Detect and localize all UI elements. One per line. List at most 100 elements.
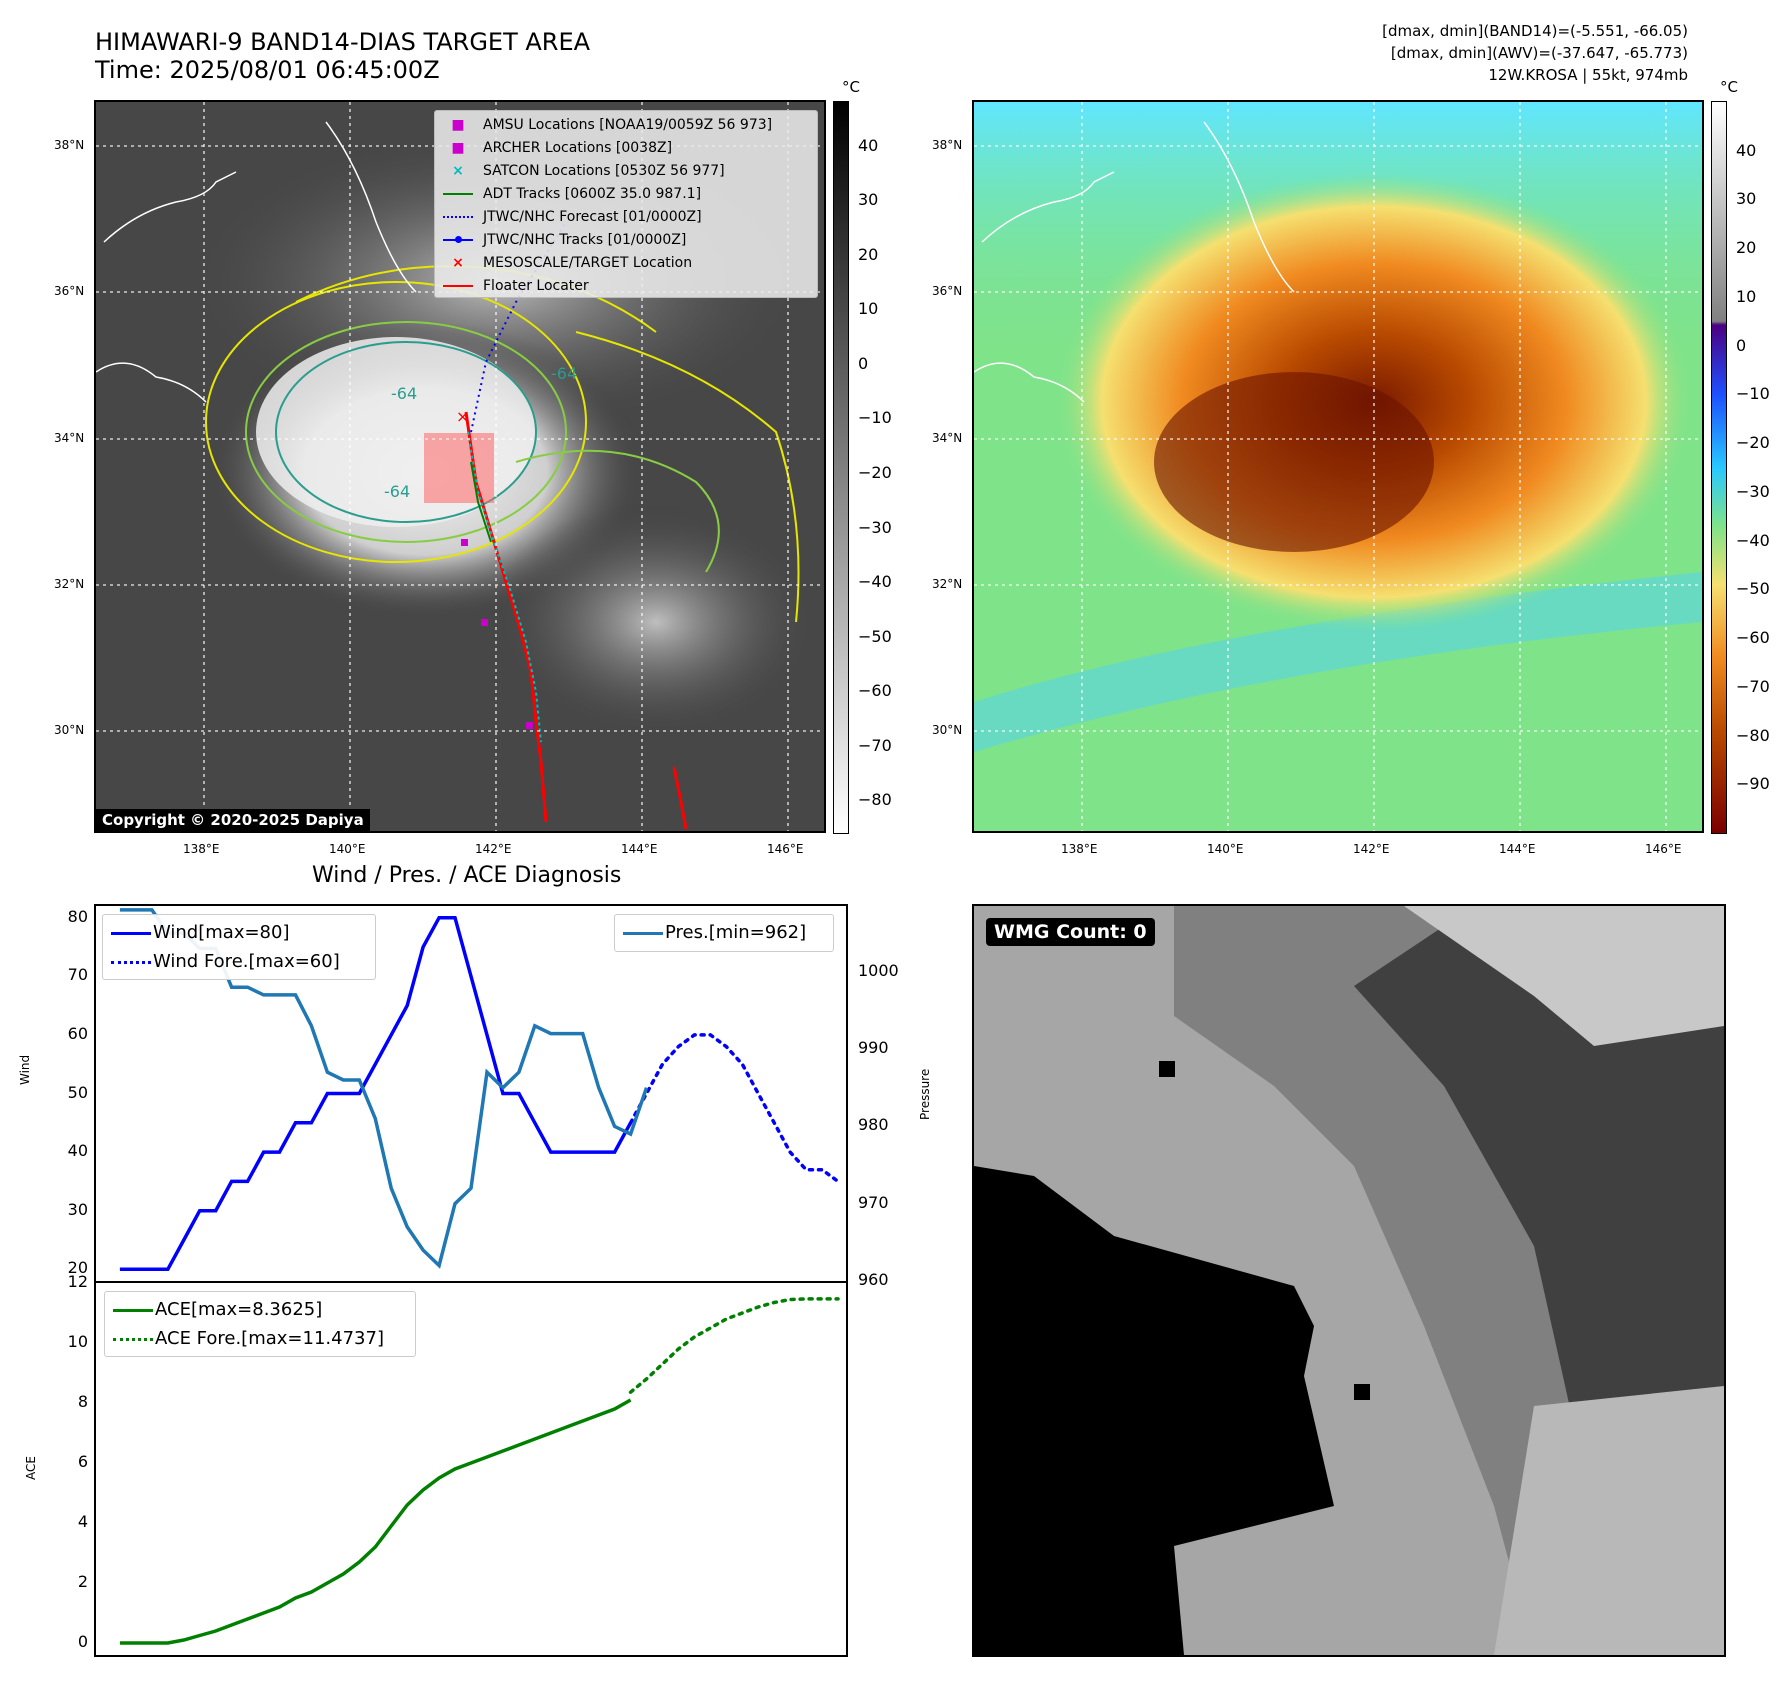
line-dot-icon (441, 232, 475, 248)
ace-tick-label: 6 (77, 1452, 88, 1471)
pressure-axis-label: Pressure (918, 1068, 932, 1120)
legend-item-satcon: × SATCON Locations [0530Z 56 977] (441, 159, 811, 182)
wind-tick-label: 70 (67, 965, 88, 985)
ir-map-panel: × -64 -64 -64 ■ AMSU Locations [NOAA19/00… (94, 100, 826, 833)
legend-item-ace-fore: ACE Fore.[max=11.4737] (113, 1324, 407, 1353)
legend-item-target: × MESOSCALE/TARGET Location (441, 251, 811, 274)
colorbar-tick-label: 20 (858, 244, 879, 264)
lat-label: 38°N (932, 138, 963, 152)
ace-legend: ACE[max=8.3625] ACE Fore.[max=11.4737] (104, 1291, 416, 1357)
solid-line-icon (113, 1299, 153, 1320)
ir-colorbar (833, 101, 849, 834)
lat-label: 34°N (932, 431, 963, 445)
legend-item-amsu: ■ AMSU Locations [NOAA19/0059Z 56 973] (441, 113, 811, 136)
wind-pressure-axes: Wind[max=80] Wind Fore.[max=60] Pres.[mi… (94, 904, 848, 1283)
wmg-image (974, 906, 1724, 1655)
lat-label: 36°N (932, 284, 963, 298)
pressure-tick-label: 980 (858, 1115, 889, 1135)
ace-tick-label: 12 (67, 1272, 88, 1291)
wind-tick-label: 80 (67, 906, 88, 926)
colorbar-unit: °C (842, 78, 860, 96)
pressure-tick-label: 960 (858, 1270, 889, 1289)
lon-label: 146°E (767, 842, 804, 856)
contour-label: -64 (391, 384, 418, 403)
wind-tick-label: 40 (67, 1141, 88, 1161)
wmg-count-label: WMG Count: 0 (986, 918, 1155, 946)
solid-line-icon (441, 278, 475, 294)
colorbar-tick-label: −30 (1736, 481, 1770, 501)
series-line-ace (119, 1398, 632, 1645)
contour-label: -64 (384, 482, 411, 501)
wind-tick-label: 30 (67, 1199, 88, 1219)
pressure-tick-label: 970 (858, 1192, 889, 1212)
wind-tick-label: 60 (67, 1023, 88, 1043)
colorbar-tick-label: 30 (858, 190, 879, 210)
ace-tick-label: 8 (77, 1392, 88, 1411)
lon-label: 142°E (1353, 842, 1390, 856)
info-storm: 12W.KROSA | 55kt, 974mb (1488, 66, 1688, 84)
lon-label: 140°E (1207, 842, 1244, 856)
square-marker-icon: ■ (451, 116, 465, 133)
wmg-panel: WMG Count: 0 (972, 904, 1726, 1657)
dotted-line-icon (113, 1328, 153, 1349)
ace-tick-label: 4 (77, 1512, 88, 1531)
lat-label: 30°N (54, 723, 85, 737)
colorbar-tick-label: 20 (1736, 238, 1757, 258)
lon-label: 138°E (183, 842, 220, 856)
colorbar-tick-label: 10 (858, 299, 879, 319)
figure-time: Time: 2025/08/01 06:45:00Z (95, 56, 440, 84)
ace-tick-label: 10 (67, 1332, 88, 1351)
colorbar-tick-label: 40 (1736, 140, 1757, 160)
pressure-tick-label: 1000 (858, 960, 899, 980)
colorbar-tick-label: −50 (1736, 579, 1770, 599)
colorbar-tick-label: −70 (858, 735, 892, 755)
contour-label: -64 (551, 364, 578, 383)
solid-line-icon (623, 922, 663, 943)
lat-label: 32°N (54, 577, 85, 591)
legend-item-wind: Wind[max=80] (111, 918, 367, 947)
x-marker-icon: × (452, 162, 464, 179)
series-line-wind-fore- (628, 1033, 840, 1184)
colorbar-tick-label: −10 (1736, 384, 1770, 404)
legend-item-pressure: Pres.[min=962] (623, 918, 825, 947)
legend-item-adt: ADT Tracks [0600Z 35.0 987.1] (441, 182, 811, 205)
colorbar-tick-label: −20 (858, 462, 892, 482)
colorbar-tick-label: 10 (1736, 286, 1757, 306)
ace-axes: ACE[max=8.3625] ACE Fore.[max=11.4737] (94, 1281, 848, 1657)
square-marker-icon: ■ (451, 139, 465, 156)
lat-label: 38°N (54, 138, 85, 152)
series-line-wind (119, 915, 633, 1272)
lat-label: 32°N (932, 577, 963, 591)
dotted-line-icon (441, 209, 475, 225)
wind-axis-label: Wind (18, 1054, 32, 1085)
diagnosis-title: Wind / Pres. / ACE Diagnosis (312, 863, 622, 888)
wv-map-image (974, 102, 1702, 831)
lat-label: 30°N (932, 723, 963, 737)
legend-item-ace: ACE[max=8.3625] (113, 1295, 407, 1324)
colorbar-tick-label: −60 (858, 681, 892, 701)
dotted-line-icon (111, 951, 151, 972)
colorbar-tick-label: −10 (858, 408, 892, 428)
target-x-marker: × (456, 407, 469, 426)
ace-tick-label: 2 (77, 1572, 88, 1591)
pressure-legend: Pres.[min=962] (614, 914, 834, 952)
ace-tick-label: 0 (77, 1632, 88, 1651)
lon-label: 146°E (1645, 842, 1682, 856)
colorbar-tick-label: 40 (858, 135, 879, 155)
colorbar-tick-label: −40 (858, 572, 892, 592)
lon-label: 144°E (621, 842, 658, 856)
colorbar-tick-label: −90 (1736, 774, 1770, 794)
solid-line-icon (441, 186, 475, 202)
ace-axis-label: ACE (24, 1456, 38, 1480)
series-line-ace-fore- (628, 1297, 840, 1394)
figure-title: HIMAWARI-9 BAND14-DIAS TARGET AREA (95, 28, 591, 56)
pressure-tick-label: 990 (858, 1038, 889, 1058)
lon-label: 138°E (1061, 842, 1098, 856)
wind-legend: Wind[max=80] Wind Fore.[max=60] (102, 914, 376, 980)
colorbar-unit: °C (1720, 78, 1738, 96)
lat-label: 36°N (54, 284, 85, 298)
info-awv: [dmax, dmin](AWV)=(-37.647, -65.773) (1390, 44, 1688, 62)
colorbar-tick-label: −40 (1736, 530, 1770, 550)
colorbar-tick-label: −60 (1736, 628, 1770, 648)
colorbar-tick-label: 30 (1736, 189, 1757, 209)
